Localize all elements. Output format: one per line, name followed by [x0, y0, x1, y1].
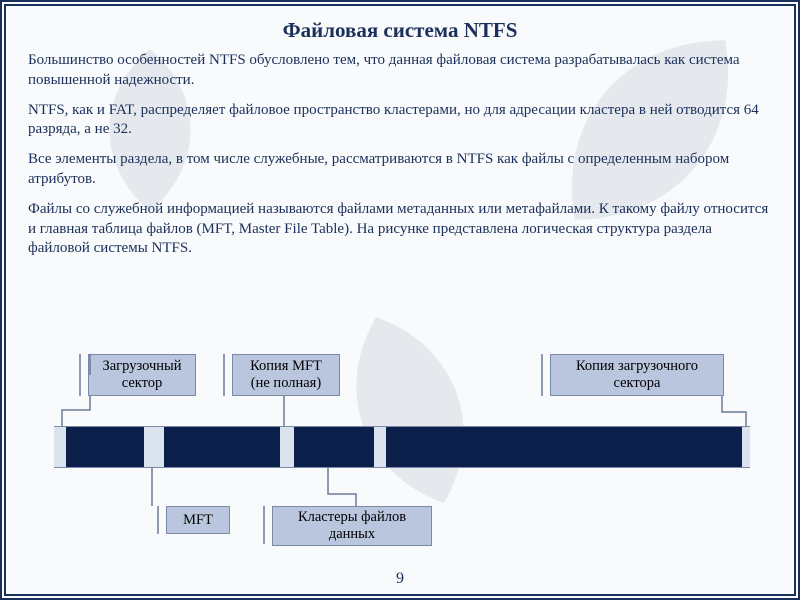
label-clusters-text: Кластеры файловданных — [298, 509, 406, 542]
bar-segment — [164, 427, 280, 467]
bar-segment — [54, 427, 66, 467]
paragraph-1: Большинство особенностей NTFS обусловлен… — [28, 51, 772, 91]
slide-content: Файловая система NTFS Большинство особен… — [28, 14, 772, 269]
paragraph-4: Файлы со служебной информацией называютс… — [28, 200, 772, 259]
paragraph-3: Все элементы раздела, в том числе служеб… — [28, 150, 772, 190]
bar-segment — [294, 427, 374, 467]
label-mft: MFT — [166, 506, 230, 534]
bar-segment — [144, 427, 164, 467]
bar-segment — [374, 427, 386, 467]
bar-segment — [742, 427, 750, 467]
slide-title: Файловая система NTFS — [28, 18, 772, 43]
bar-segment — [280, 427, 294, 467]
bar-segment — [386, 427, 742, 467]
page-number: 9 — [0, 570, 800, 588]
bar-segment — [66, 427, 144, 467]
ntfs-layout-diagram: Загрузочныйсектор Копия MFT(не полная) К… — [28, 354, 772, 564]
label-mft-text: MFT — [183, 512, 213, 529]
label-clusters: Кластеры файловданных — [272, 506, 432, 546]
paragraph-2: NTFS, как и FAT, распределяет файловое п… — [28, 101, 772, 141]
partition-bar — [54, 426, 750, 468]
